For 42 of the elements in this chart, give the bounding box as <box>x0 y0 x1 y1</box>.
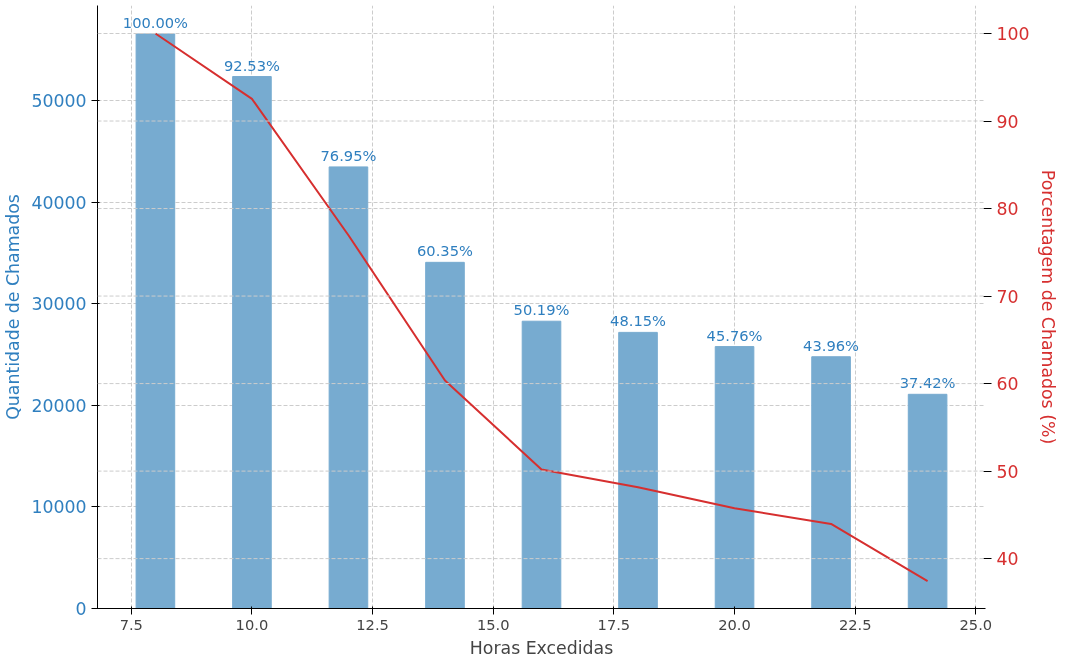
y2-tick-label: 70 <box>996 286 1019 307</box>
bar <box>232 76 272 609</box>
annotation: 50.19% <box>513 301 570 319</box>
x-axis-title: Horas Excedidas <box>469 637 614 658</box>
x-tick-label: 20.0 <box>718 615 751 633</box>
bar <box>328 166 369 609</box>
y2-tick-label: 60 <box>996 374 1019 395</box>
y2-tick-label: 100 <box>996 24 1030 45</box>
y-tick-label: 40000 <box>31 192 87 213</box>
y2-tick-label: 80 <box>996 199 1019 220</box>
annotation: 100.00% <box>122 13 189 31</box>
x-tick-label: 10.0 <box>235 615 269 633</box>
annotation: 37.42% <box>899 374 956 392</box>
y-tick-label: 0 <box>75 599 87 619</box>
x-tick-label: 17.5 <box>597 615 631 633</box>
y-tick-label: 10000 <box>31 497 87 518</box>
y2-axis-title: Porcentagem de Chamados (%) <box>1037 169 1058 445</box>
annotation: 92.53% <box>223 56 280 74</box>
y-axis-title: Quantidade de Chamados <box>3 194 24 420</box>
x-tick-label: 25.0 <box>959 615 993 633</box>
bar <box>907 393 948 609</box>
bar <box>425 261 465 609</box>
annotation: 45.76% <box>706 326 763 344</box>
y2-tick-label: 90 <box>996 111 1019 132</box>
y-tick-label: 20000 <box>31 395 87 416</box>
bar <box>135 33 176 609</box>
bar <box>618 331 658 609</box>
x-tick-label: 22.5 <box>838 615 872 633</box>
x-tick-label: 15.0 <box>476 615 510 633</box>
y-tick-label: 50000 <box>31 91 87 112</box>
bar <box>811 356 851 609</box>
y-tick-label: 30000 <box>31 294 87 315</box>
annotation: 60.35% <box>417 242 473 260</box>
x-tick-label: 12.5 <box>356 615 389 633</box>
bar <box>521 320 562 609</box>
x-tick-label: 7.5 <box>119 615 143 633</box>
y2-tick-label: 50 <box>996 461 1019 482</box>
annotation: 48.15% <box>610 312 667 330</box>
annotation: 76.95% <box>320 146 377 164</box>
bar <box>714 346 755 609</box>
y2-tick-label: 40 <box>996 549 1019 570</box>
annotation: 43.96% <box>803 336 860 354</box>
